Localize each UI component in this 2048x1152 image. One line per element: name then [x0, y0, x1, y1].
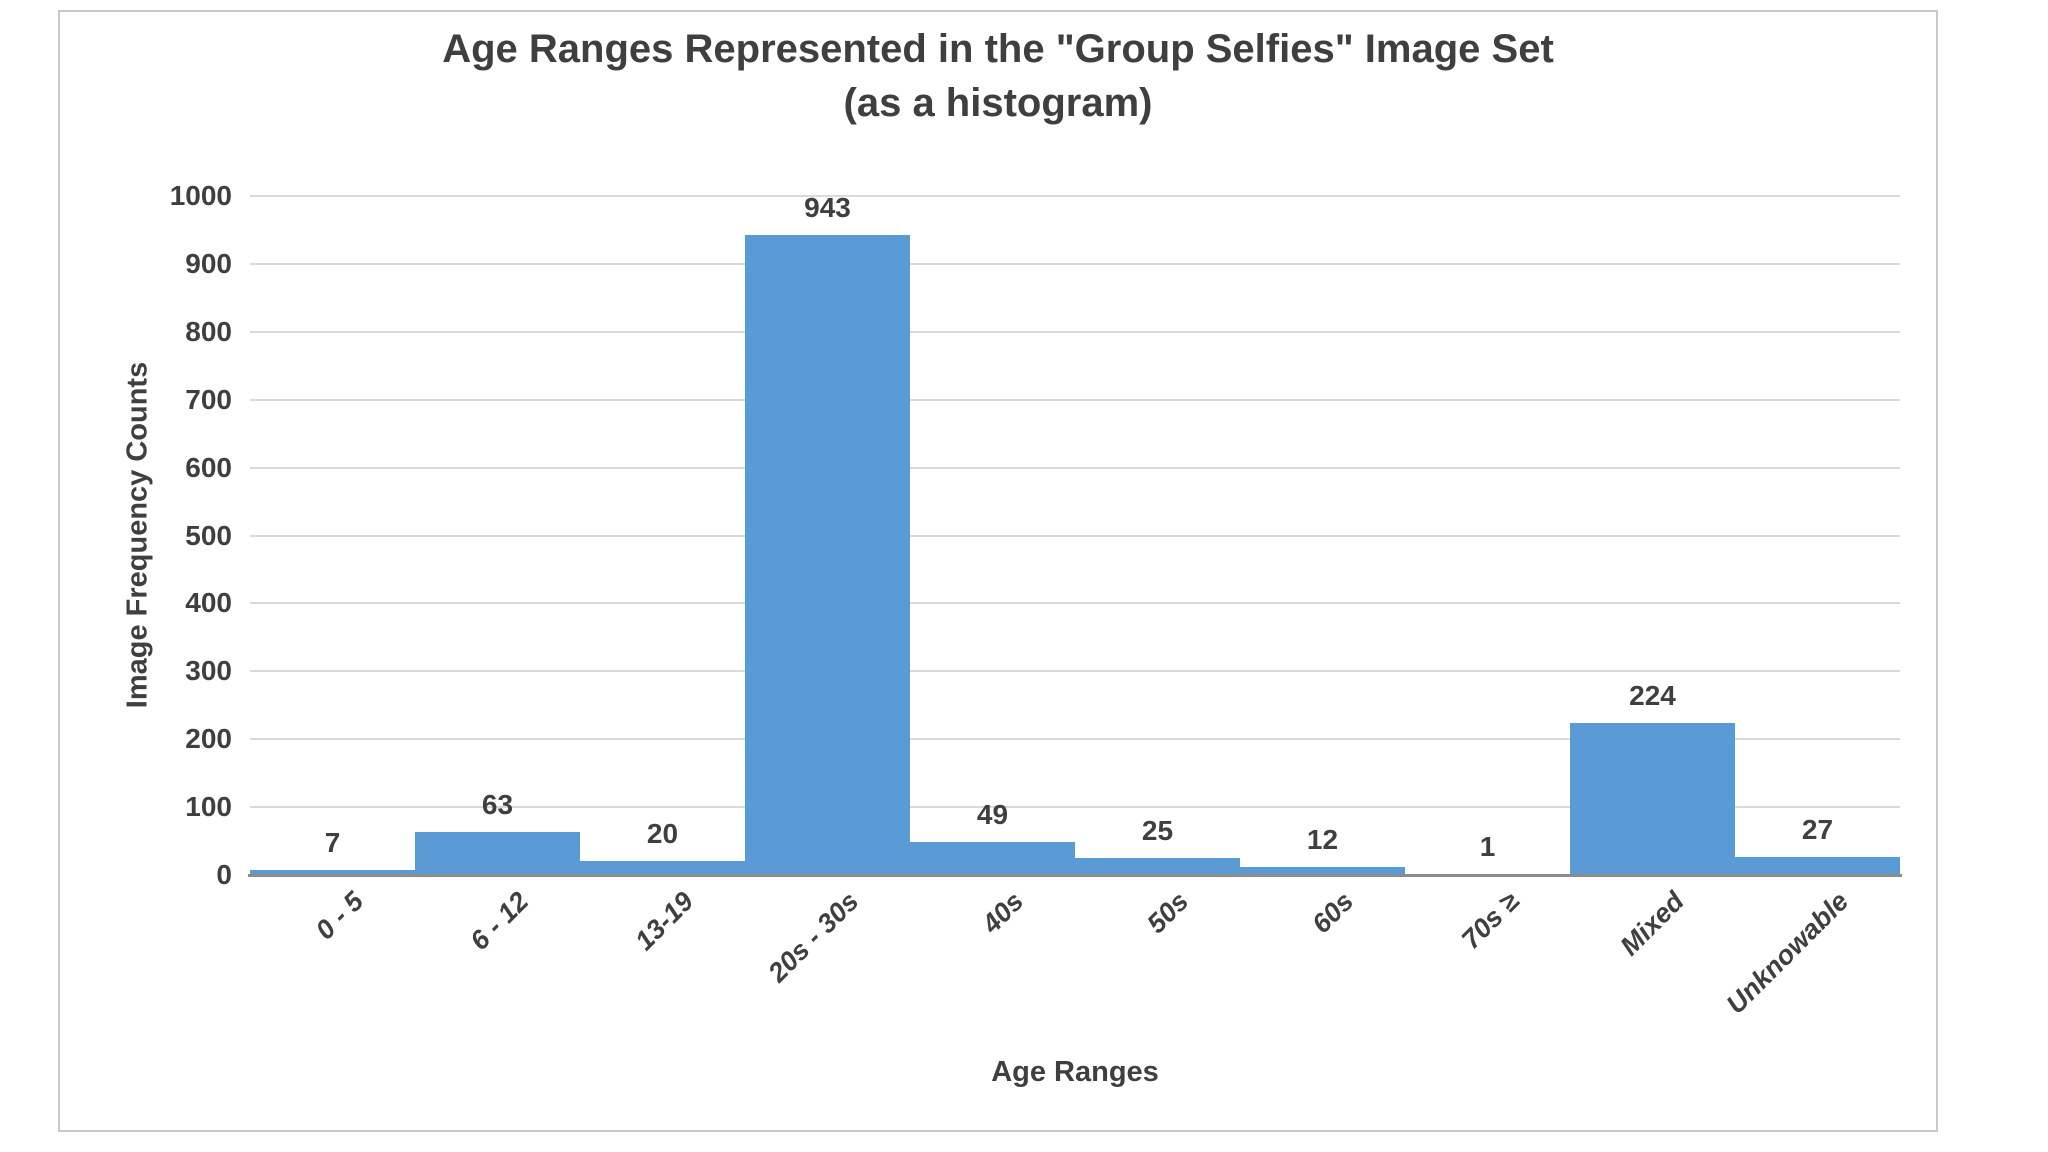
bar [1735, 857, 1900, 875]
bar-value-label: 943 [804, 192, 851, 223]
x-axis-title: Age Ranges [991, 1056, 1159, 1088]
y-tick-label: 300 [185, 655, 232, 687]
bar [250, 870, 415, 875]
y-tick-label: 100 [185, 791, 232, 823]
y-tick-label: 0 [216, 859, 232, 890]
gridline [250, 466, 1900, 469]
chart-title: Age Ranges Represented in the "Group Sel… [442, 27, 1554, 71]
y-tick-label: 900 [185, 247, 232, 279]
y-tick-label: 700 [185, 383, 232, 415]
bar [415, 832, 580, 875]
bar [910, 842, 1075, 875]
y-tick-label: 500 [185, 519, 232, 551]
gridline [250, 806, 1900, 809]
bar-value-label: 25 [1141, 815, 1174, 846]
gridline [250, 398, 1900, 401]
gridline [250, 670, 1900, 673]
x-axis-line [248, 874, 1902, 877]
gridline [250, 534, 1900, 537]
y-tick-label: 400 [185, 587, 232, 619]
y-tick-label: 200 [185, 723, 232, 755]
chart-frame [58, 10, 1938, 1132]
bar [1075, 858, 1240, 875]
gridline [250, 738, 1900, 741]
y-tick-label: 1000 [169, 180, 232, 211]
bar [1240, 867, 1405, 875]
y-tick-label: 600 [185, 451, 232, 483]
gridline [250, 262, 1900, 265]
bar [745, 235, 910, 875]
bar-value-label: 27 [1801, 814, 1834, 845]
bar-value-label: 7 [324, 827, 341, 858]
chart-subtitle: (as a histogram) [843, 81, 1153, 125]
bar [580, 861, 745, 875]
gridline [250, 195, 1900, 197]
bar-value-label: 49 [976, 799, 1009, 830]
y-tick-label: 800 [185, 315, 232, 347]
bar-value-label: 20 [646, 818, 679, 849]
bar-value-label: 63 [481, 789, 514, 820]
bar [1570, 723, 1735, 875]
gridline [250, 602, 1900, 605]
bar-value-label: 12 [1306, 824, 1339, 855]
bar-value-label: 224 [1629, 680, 1676, 711]
bar-value-label: 1 [1479, 831, 1496, 862]
gridline [250, 330, 1900, 333]
